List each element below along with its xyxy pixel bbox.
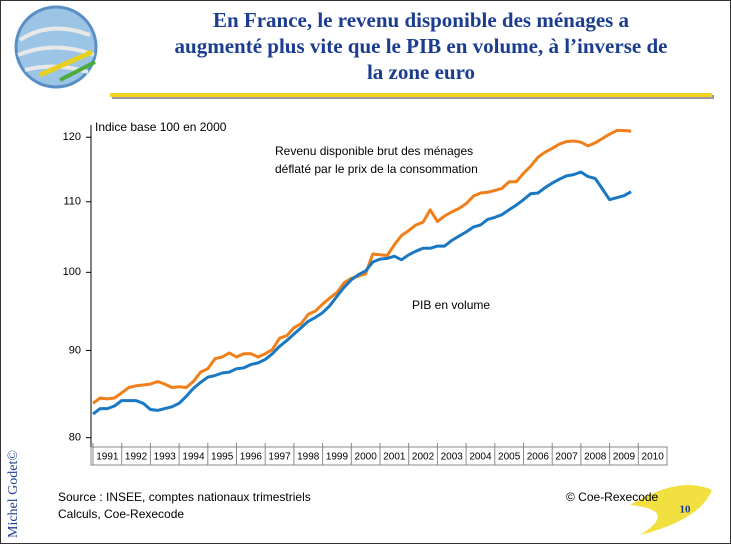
x-tick-label: 2008 xyxy=(584,452,607,463)
y-tick-label: 100 xyxy=(63,266,81,278)
x-tick-label: 2009 xyxy=(613,452,636,463)
x-tick-label: 1999 xyxy=(326,452,349,463)
x-tick-label: 2007 xyxy=(555,452,578,463)
source: Calculs, Coe-Rexecode xyxy=(58,507,184,521)
x-tick-label: 1995 xyxy=(211,452,234,463)
x-tick-label: 1992 xyxy=(125,452,148,463)
y-tick-label: 80 xyxy=(69,432,81,444)
x-tick-label: 1991 xyxy=(96,452,119,463)
x-tick-label: 2000 xyxy=(355,452,378,463)
title-underline xyxy=(110,93,712,97)
series-label: Revenu disponible brut des ménages xyxy=(275,144,473,158)
credit: © Coe-Rexecode xyxy=(566,490,659,504)
x-tick-label: 1997 xyxy=(268,452,291,463)
y-tick-label: 120 xyxy=(63,131,81,143)
x-tick-label: 2001 xyxy=(383,452,406,463)
x-tick-label: 2002 xyxy=(412,452,435,463)
x-tick-label: 2003 xyxy=(441,452,464,463)
y-tick-label: 90 xyxy=(69,344,81,356)
x-tick-label: 2006 xyxy=(527,452,550,463)
title-line: En France, le revenu disponible des ména… xyxy=(213,8,630,32)
x-tick-label: 2010 xyxy=(642,452,665,463)
x-tick-label: 1998 xyxy=(297,452,320,463)
title-line: augmenté plus vite que le PIB en volume,… xyxy=(175,34,668,58)
x-tick-label: 2004 xyxy=(469,452,492,463)
source: Source : INSEE, comptes nationaux trimes… xyxy=(58,490,311,504)
slide: En France, le revenu disponible des ména… xyxy=(0,0,731,544)
series-label: PIB en volume xyxy=(412,298,490,312)
x-tick-label: 1994 xyxy=(182,452,205,463)
y-axis-label: Indice base 100 en 2000 xyxy=(95,120,227,134)
x-tick-label: 1993 xyxy=(154,452,177,463)
y-tick-label: 110 xyxy=(63,196,81,208)
x-tick-label: 1996 xyxy=(240,452,263,463)
x-tick-label: 2005 xyxy=(498,452,521,463)
logo xyxy=(16,7,96,87)
page-number: 10 xyxy=(680,504,692,516)
title-line: la zone euro xyxy=(367,60,475,84)
series-label: déflaté par le prix de la consommation xyxy=(275,162,478,176)
author: Michel Godet© xyxy=(6,450,21,538)
